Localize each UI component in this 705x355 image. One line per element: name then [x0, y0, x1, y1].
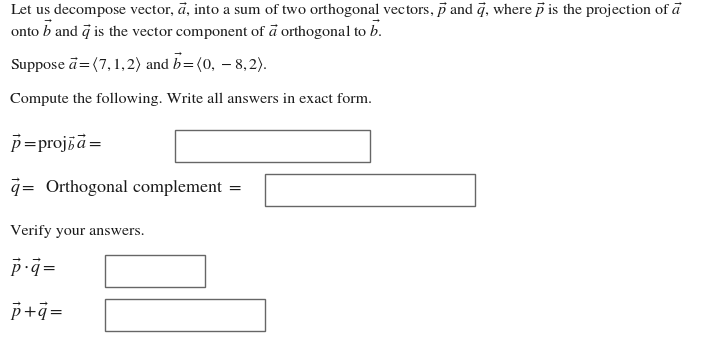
Text: Let us decompose vector, $\vec{a}$, into a sum of two orthogonal vectors, $\vec{: Let us decompose vector, $\vec{a}$, into…	[10, 1, 683, 20]
Text: onto $\vec{b}$ and $\vec{q}$ is the vector component of $\vec{a}$ orthogonal to : onto $\vec{b}$ and $\vec{q}$ is the vect…	[10, 18, 383, 42]
Text: Compute the following. Write all answers in exact form.: Compute the following. Write all answers…	[10, 93, 372, 106]
Bar	[175, 130, 370, 162]
Bar	[105, 255, 205, 287]
Text: $\vec{q} = $  Orthogonal complement $=$: $\vec{q} = $ Orthogonal complement $=$	[10, 177, 242, 199]
Text: $\vec{p}\cdot\vec{q} =$: $\vec{p}\cdot\vec{q} =$	[10, 257, 56, 279]
Text: $\vec{p} + \vec{q} =$: $\vec{p} + \vec{q} =$	[10, 301, 63, 323]
Text: $\vec{p} = \mathrm{proj}_{\vec{b}}\,\vec{a} =$: $\vec{p} = \mathrm{proj}_{\vec{b}}\,\vec…	[10, 133, 102, 155]
Text: Suppose $\vec{a} = \langle 7, 1, 2\rangle$ and $\vec{b} = \langle 0,\,-8, 2\rang: Suppose $\vec{a} = \langle 7, 1, 2\rangl…	[10, 51, 268, 75]
Bar	[105, 299, 265, 331]
Bar	[265, 174, 475, 206]
Text: Verify your answers.: Verify your answers.	[10, 225, 145, 238]
